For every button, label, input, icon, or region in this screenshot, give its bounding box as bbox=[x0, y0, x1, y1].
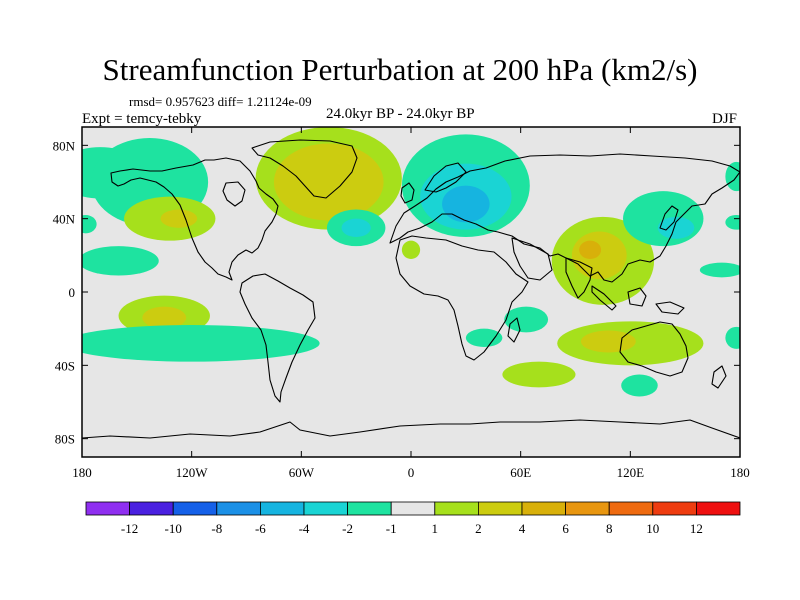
x-tick-label: 180 bbox=[72, 465, 92, 480]
anomaly-contour bbox=[82, 325, 320, 362]
colorbar-label: -12 bbox=[121, 521, 138, 536]
colorbar-swatch bbox=[477, 501, 523, 516]
anomaly-contour bbox=[579, 240, 602, 259]
colorbar-swatch bbox=[696, 501, 741, 516]
coastline-new-guinea bbox=[655, 301, 685, 315]
anomaly-contour bbox=[401, 240, 421, 259]
colorbar-swatch bbox=[85, 501, 130, 516]
experiment-label: Expt = temcy-tebky bbox=[82, 111, 202, 127]
coastline-eurasia bbox=[389, 153, 740, 283]
anomaly-contour bbox=[502, 361, 576, 388]
coastline-africa bbox=[395, 235, 529, 361]
anomaly-contour bbox=[504, 306, 549, 333]
anomaly-contour bbox=[657, 216, 695, 239]
y-tick-label: 40S bbox=[55, 358, 75, 373]
anomaly-contour bbox=[442, 185, 490, 223]
y-tick-label: 80N bbox=[53, 138, 76, 153]
coastline-new-zealand bbox=[711, 365, 727, 389]
anomaly-contour bbox=[82, 246, 159, 276]
colorbar-swatch bbox=[303, 501, 348, 516]
colorbar-swatch bbox=[521, 501, 566, 516]
colorbar-label: 1 bbox=[432, 521, 439, 536]
coastline-uk bbox=[400, 182, 415, 204]
coastline-australia bbox=[619, 321, 689, 377]
anomaly-contour bbox=[273, 143, 384, 221]
anomaly-contour bbox=[160, 209, 198, 228]
colorbar-label: -2 bbox=[342, 521, 353, 536]
anomaly-contour bbox=[580, 330, 636, 353]
anomaly-contour bbox=[465, 328, 503, 348]
colorbar-swatch bbox=[347, 501, 392, 516]
colorbar-swatch bbox=[259, 501, 305, 516]
colorbar-swatch bbox=[565, 501, 610, 516]
coastline-south-america bbox=[239, 273, 316, 403]
coastline-hudson-bay bbox=[222, 181, 246, 207]
colorbar-label: -8 bbox=[211, 521, 222, 536]
coastline-madagascar bbox=[507, 317, 521, 343]
stats-line: rmsd= 0.957623 diff= 1.21124e-09 bbox=[129, 94, 312, 109]
colorbar-swatch bbox=[172, 501, 218, 516]
anomaly-contour bbox=[142, 306, 187, 329]
colorbar-label: 6 bbox=[562, 521, 569, 536]
anomaly-contour bbox=[725, 326, 740, 349]
anomaly-contour bbox=[571, 231, 627, 280]
y-tick-label: 0 bbox=[69, 285, 76, 300]
y-tick-label: 40N bbox=[53, 212, 76, 227]
colorbar-label: -4 bbox=[299, 521, 310, 536]
coastline-sumatra bbox=[591, 285, 617, 311]
coastline-north-america bbox=[110, 157, 279, 281]
colorbar-label: 12 bbox=[690, 521, 703, 536]
colorbar-label: -6 bbox=[255, 521, 266, 536]
coastline-japan bbox=[659, 205, 679, 231]
x-tick-label: 180 bbox=[730, 465, 750, 480]
chart-title: Streamfunction Perturbation at 200 hPa (… bbox=[102, 52, 698, 87]
anomaly-contour bbox=[699, 262, 740, 278]
coastline-scandinavia bbox=[424, 162, 467, 193]
coastline-arabia bbox=[511, 237, 553, 281]
colorbar-swatch bbox=[652, 501, 697, 516]
colorbar-swatch bbox=[608, 501, 654, 516]
colorbar-swatch bbox=[390, 501, 436, 516]
season-label: DJF bbox=[712, 111, 738, 127]
colorbar-label: -1 bbox=[386, 521, 397, 536]
colorbar-swatch bbox=[434, 501, 479, 516]
x-tick-label: 120W bbox=[176, 465, 209, 480]
colorbar-label: 8 bbox=[606, 521, 613, 536]
colorbar-swatch bbox=[129, 501, 174, 516]
coastline-india bbox=[565, 257, 593, 299]
anomaly-contour bbox=[621, 374, 658, 397]
anomaly-contour bbox=[82, 215, 97, 234]
x-tick-label: 0 bbox=[408, 465, 415, 480]
coastline-borneo bbox=[627, 287, 647, 307]
colorbar-label: 2 bbox=[475, 521, 482, 536]
colorbar-label: 4 bbox=[519, 521, 526, 536]
coastline-antarctica bbox=[82, 419, 740, 439]
x-tick-label: 60E bbox=[510, 465, 531, 480]
colorbar-label: 10 bbox=[646, 521, 659, 536]
x-tick-label: 120E bbox=[617, 465, 645, 480]
anomaly-contour bbox=[725, 215, 740, 230]
coastline-greenland bbox=[251, 139, 358, 199]
x-tick-label: 60W bbox=[289, 465, 315, 480]
colorbar-swatch bbox=[216, 501, 261, 516]
colorbar-label: -10 bbox=[165, 521, 182, 536]
anomaly-contour bbox=[341, 218, 371, 237]
period-label: 24.0kyr BP - 24.0kyr BP bbox=[326, 106, 475, 122]
y-tick-label: 80S bbox=[55, 432, 75, 447]
